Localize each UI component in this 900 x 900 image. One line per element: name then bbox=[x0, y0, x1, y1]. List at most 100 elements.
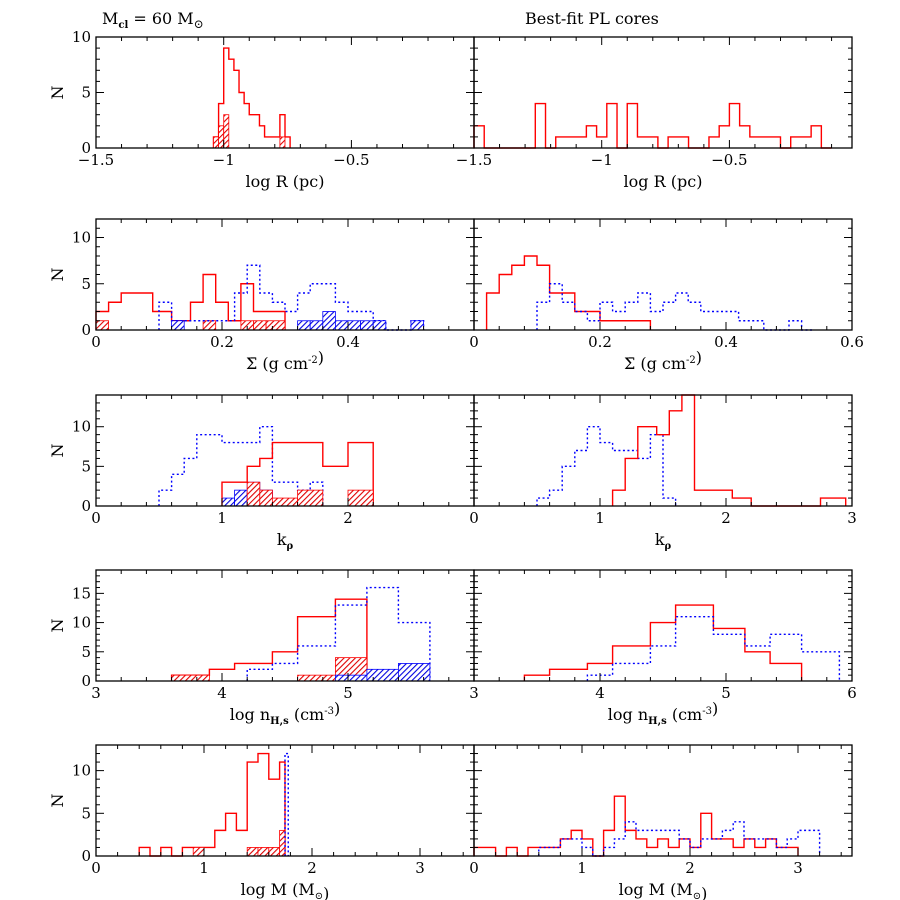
x-axis-label: log M (M⊙) bbox=[619, 880, 708, 900]
x-tick-label: 1 bbox=[217, 509, 227, 527]
panel-r1-c1: 0 0.2 0.4 0.6 Σ̄ (g cm-2) bbox=[469, 218, 864, 373]
y-axis-label: N bbox=[48, 86, 67, 100]
histogram-blue-dotted bbox=[158, 264, 425, 331]
histogram-blue-dotted bbox=[586, 616, 841, 681]
x-tick-label: 0 bbox=[469, 859, 479, 877]
hatched-bar-blue bbox=[347, 320, 361, 331]
x-tick-label: 1 bbox=[595, 509, 605, 527]
hatched-bar-red bbox=[95, 320, 109, 331]
panel-r3-c1: 3 4 5 6 log nH,s (cm-3) bbox=[469, 569, 857, 727]
x-tick-label: 0.2 bbox=[588, 333, 612, 351]
hatched-bar-red bbox=[297, 489, 324, 507]
histogram-blue-dotted bbox=[538, 821, 821, 857]
x-tick-label: 2 bbox=[343, 509, 353, 527]
histogram-red-solid bbox=[138, 752, 286, 857]
hatched-bar-red bbox=[347, 489, 374, 507]
axes-frame bbox=[473, 744, 853, 857]
hatched-bar-red bbox=[213, 136, 219, 149]
panel-r0-c0: 0 5 10 −1.5 −1 −0.5 log R (pc) N bbox=[48, 28, 475, 191]
axes-frame bbox=[473, 36, 853, 149]
x-tick-label: 1 bbox=[577, 859, 587, 877]
x-tick-label: 2 bbox=[685, 859, 695, 877]
x-tick-label: 0.4 bbox=[336, 333, 360, 351]
hatched-bar-red bbox=[279, 136, 286, 149]
y-tick-label: 10 bbox=[72, 614, 91, 632]
x-tick-label: 0 bbox=[91, 859, 101, 877]
x-tick-label: −1.5 bbox=[456, 151, 492, 169]
y-tick-label: 10 bbox=[72, 28, 91, 46]
header-right: Best-fit PL cores bbox=[525, 9, 659, 28]
hatched-bar-red bbox=[253, 320, 267, 331]
histogram-red-solid bbox=[170, 598, 368, 681]
x-tick-label: 3 bbox=[847, 509, 857, 527]
x-axis-label: log M (M⊙) bbox=[241, 880, 330, 900]
histogram-blue-dotted bbox=[284, 752, 289, 856]
hatched-bar-red bbox=[268, 847, 280, 857]
hatched-bar-blue bbox=[397, 663, 431, 682]
hatched-bar-blue bbox=[410, 320, 425, 331]
histogram-red-solid bbox=[473, 795, 799, 857]
hatched-bar-red bbox=[223, 114, 230, 149]
x-tick-label: 3 bbox=[469, 684, 479, 702]
x-axis-label: log nH,s (cm-3) bbox=[608, 699, 718, 727]
y-tick-label: 5 bbox=[81, 804, 91, 822]
y-tick-label: 5 bbox=[81, 84, 91, 102]
histogram-red-solid bbox=[221, 441, 374, 506]
header-left: Mcl = 60 M⊙ bbox=[102, 9, 204, 31]
x-tick-label: 2 bbox=[721, 509, 731, 527]
hatched-bar-blue bbox=[309, 320, 324, 331]
axes-frame bbox=[473, 569, 853, 682]
hatched-bar-blue bbox=[234, 489, 248, 507]
hatched-bar-red bbox=[218, 125, 225, 149]
hatched-bar-red bbox=[171, 674, 210, 682]
hatched-bar-red bbox=[192, 847, 205, 857]
x-tick-label: 3 bbox=[415, 859, 425, 877]
histogram-blue-dotted bbox=[246, 586, 431, 681]
y-axis-label: N bbox=[48, 619, 67, 633]
x-tick-label: 0 bbox=[469, 333, 479, 351]
x-axis-label: Σ̄ (g cm-2) bbox=[624, 348, 702, 373]
hatched-bar-blue bbox=[372, 320, 387, 331]
x-tick-label: 1 bbox=[199, 859, 209, 877]
x-tick-label: 0 bbox=[469, 509, 479, 527]
y-axis-label: N bbox=[48, 268, 67, 282]
x-tick-label: 2 bbox=[307, 859, 317, 877]
histogram-blue-dotted bbox=[536, 426, 677, 506]
histogram-red-solid bbox=[212, 47, 291, 148]
y-tick-label: 0 bbox=[81, 847, 91, 865]
y-tick-label: 15 bbox=[72, 584, 91, 602]
x-axis-label: kρ bbox=[277, 530, 294, 552]
hatched-bar-red bbox=[279, 829, 286, 857]
histogram-red-solid bbox=[523, 604, 803, 681]
histogram-red-solid bbox=[485, 255, 652, 330]
x-tick-label: 0.6 bbox=[840, 333, 864, 351]
hatched-bar-red bbox=[246, 481, 261, 507]
y-tick-label: 0 bbox=[81, 672, 91, 690]
x-axis-label: kρ bbox=[655, 530, 672, 552]
histogram-red-solid bbox=[611, 394, 847, 507]
x-tick-label: −0.5 bbox=[711, 151, 747, 169]
x-tick-label: −0.5 bbox=[333, 151, 369, 169]
y-tick-label: 5 bbox=[81, 275, 91, 293]
y-tick-label: 0 bbox=[81, 321, 91, 339]
x-tick-label: 0.2 bbox=[210, 333, 234, 351]
hatched-bar-blue bbox=[171, 320, 185, 331]
x-tick-label: −1 bbox=[591, 151, 613, 169]
panel-r4-c0: 0 5 10 0 1 2 3 log M (M⊙) N bbox=[48, 744, 475, 900]
hatched-bar-red bbox=[246, 847, 259, 857]
hatched-bar-red bbox=[271, 497, 298, 507]
histogram-red-solid bbox=[95, 273, 286, 330]
panel-r2-c1: 0 1 2 3 kρ bbox=[469, 394, 857, 552]
y-tick-label: 5 bbox=[81, 457, 91, 475]
x-tick-label: 4 bbox=[595, 684, 605, 702]
y-axis-label: N bbox=[48, 444, 67, 458]
hatched-bar-red bbox=[257, 847, 270, 857]
axes-frame bbox=[95, 394, 475, 507]
panel-r4-c1: 0 1 2 3 log M (M⊙) bbox=[469, 744, 853, 900]
y-tick-label: 10 bbox=[72, 229, 91, 247]
histogram-red-solid bbox=[473, 102, 832, 149]
histogram-blue-dotted bbox=[536, 283, 815, 331]
histogram-blue-dotted bbox=[158, 426, 324, 506]
y-tick-label: 0 bbox=[81, 497, 91, 515]
